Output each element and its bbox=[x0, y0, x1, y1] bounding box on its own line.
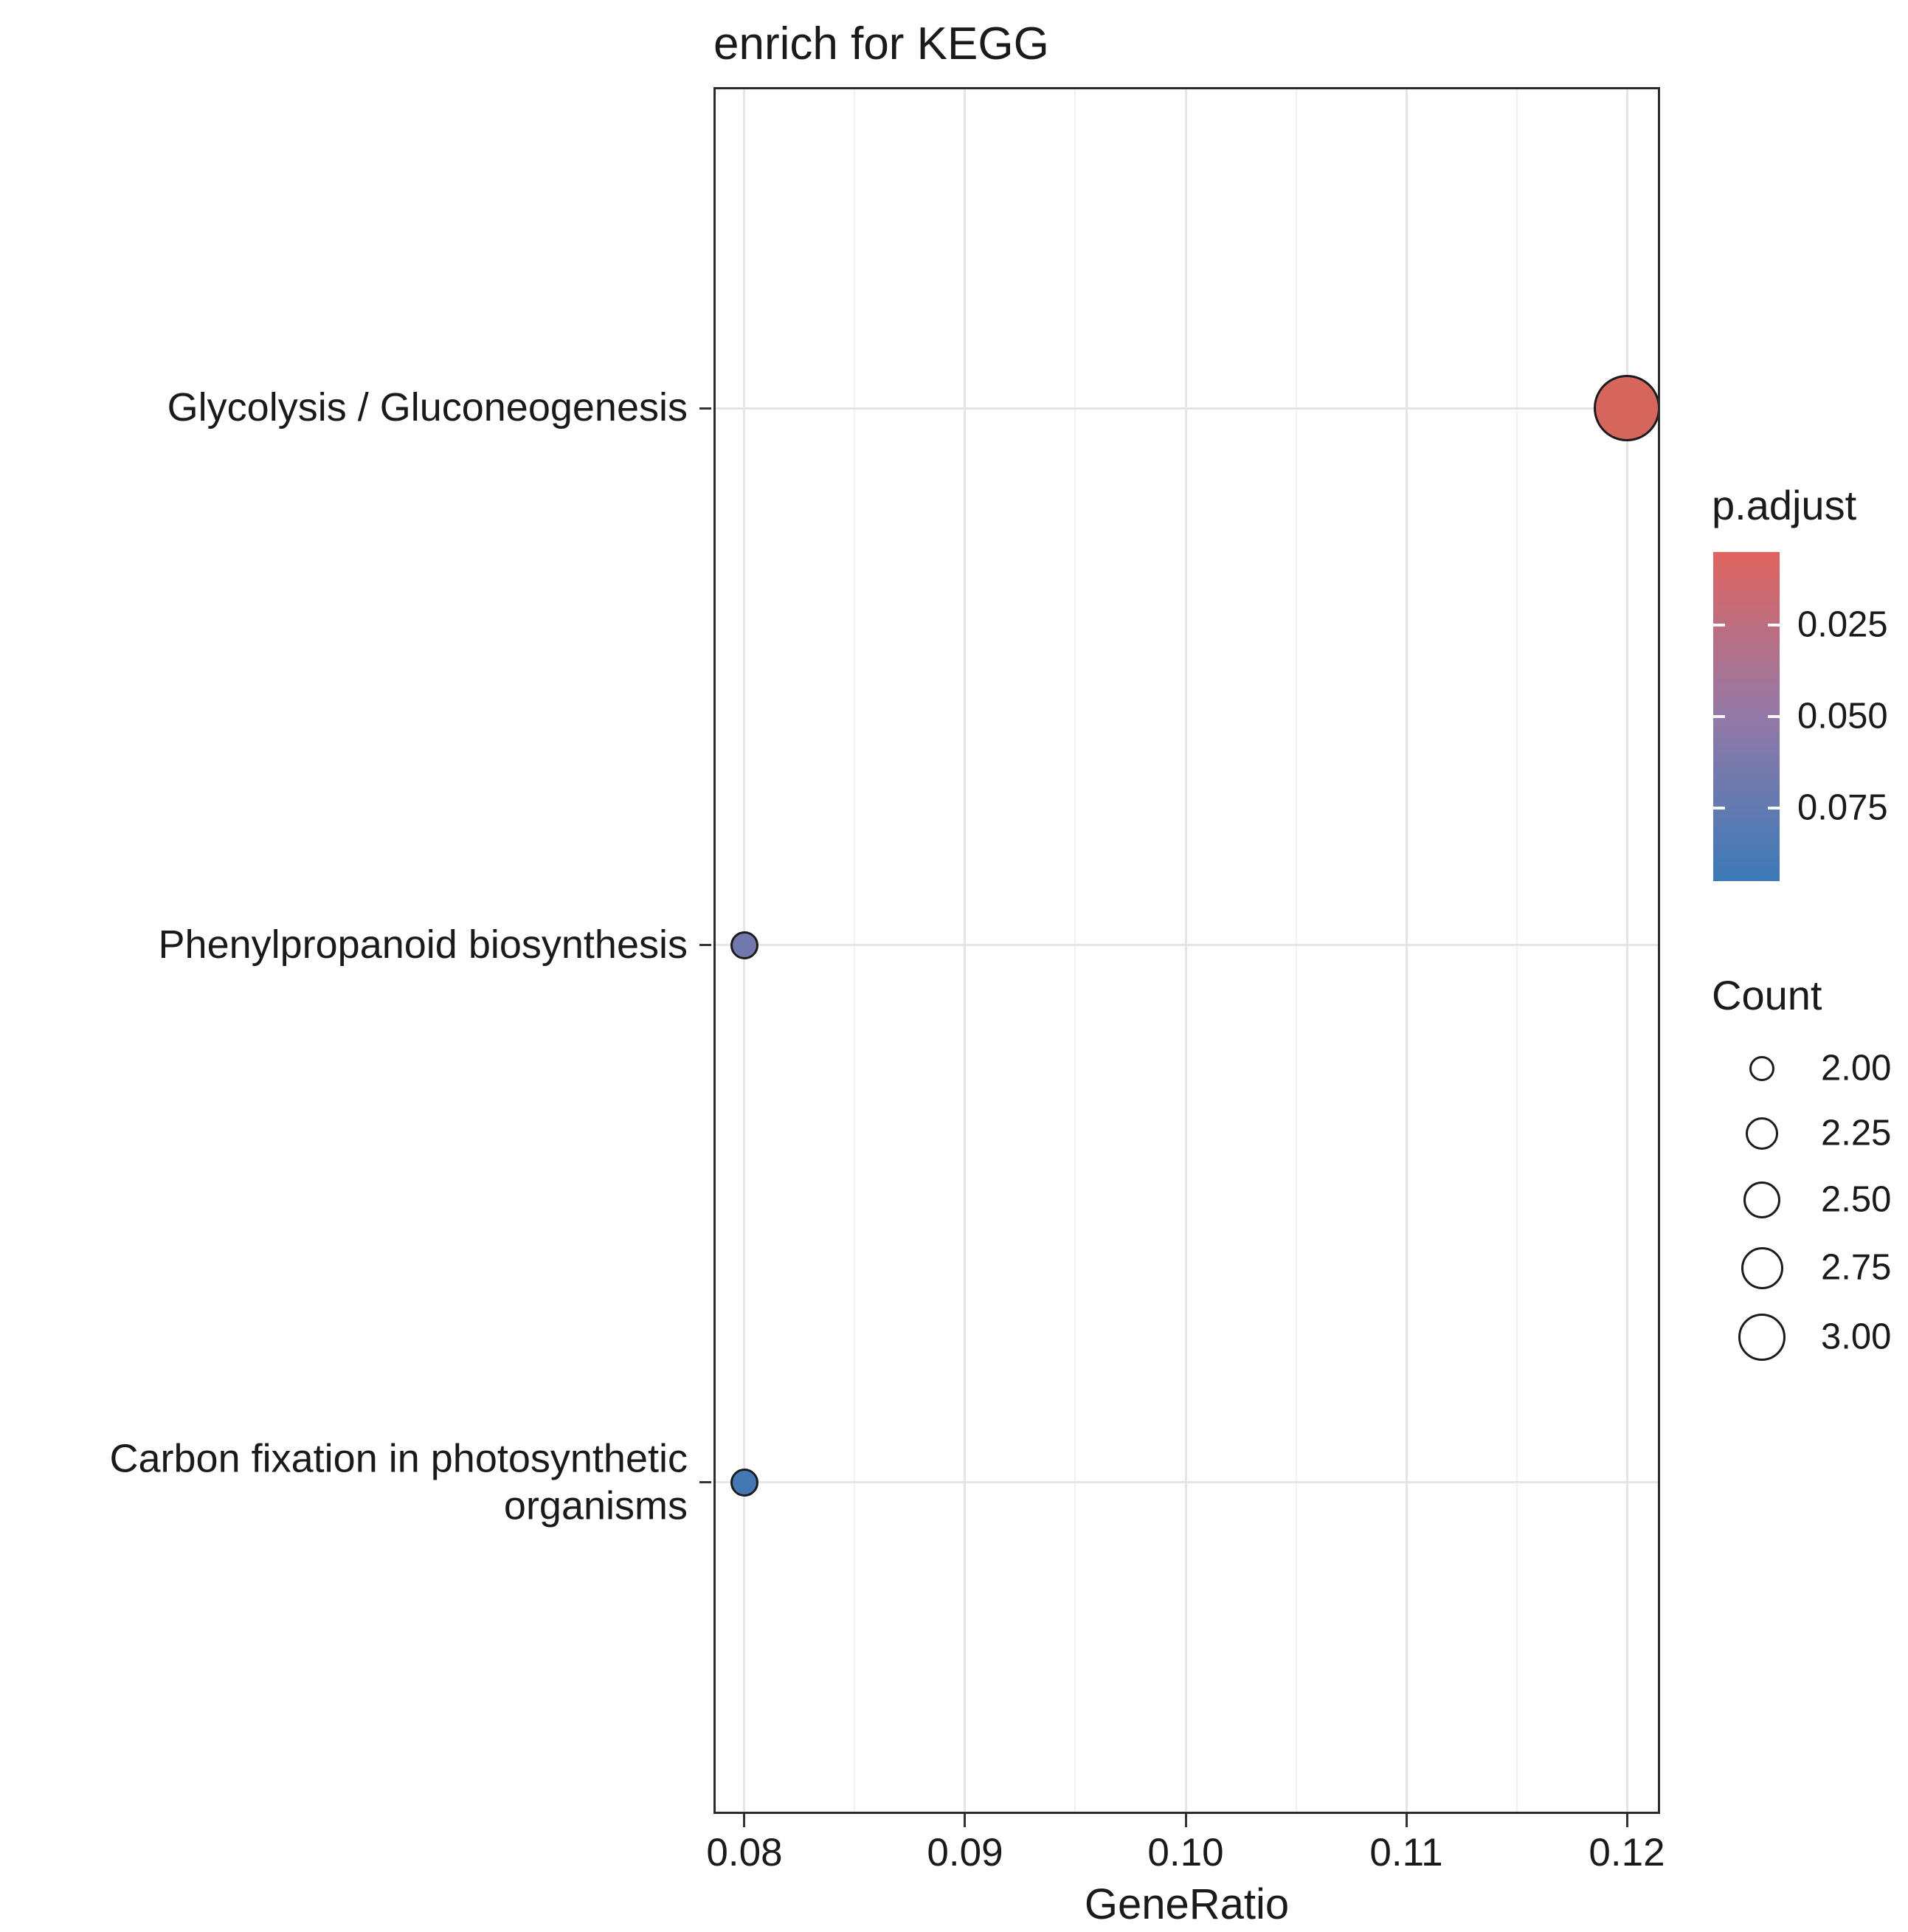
x-tick bbox=[964, 1814, 966, 1827]
x-minor-gridline bbox=[1074, 87, 1076, 1814]
y-category-label: Phenylpropanoid biosynthesis bbox=[158, 922, 688, 967]
x-tick bbox=[1626, 1814, 1628, 1827]
data-point bbox=[730, 1469, 758, 1497]
x-axis-title: GeneRatio bbox=[1084, 1880, 1290, 1928]
y-category-label: Glycolysis / Gluconeogenesis bbox=[167, 385, 688, 430]
x-minor-gridline bbox=[854, 87, 855, 1814]
count-legend-circle bbox=[1743, 1181, 1780, 1218]
colorbar-tick-label: 0.075 bbox=[1797, 787, 1888, 828]
x-minor-gridline bbox=[1516, 87, 1518, 1814]
colorbar-tick bbox=[1768, 807, 1780, 810]
count-legend-title: Count bbox=[1712, 972, 1822, 1018]
count-legend-label: 3.00 bbox=[1821, 1317, 1892, 1357]
colorbar-tick bbox=[1713, 807, 1725, 810]
x-tick bbox=[1185, 1814, 1187, 1827]
colorbar-tick bbox=[1713, 715, 1725, 718]
colorbar-tick bbox=[1713, 624, 1725, 627]
x-tick-label: 0.09 bbox=[927, 1831, 1003, 1874]
data-point bbox=[1594, 375, 1660, 441]
count-legend-circle bbox=[1749, 1056, 1774, 1081]
x-tick-label: 0.11 bbox=[1369, 1831, 1443, 1874]
x-tick-label: 0.12 bbox=[1589, 1831, 1665, 1874]
y-gridline bbox=[713, 1481, 1660, 1483]
chart-title: enrich for KEGG bbox=[713, 18, 1049, 69]
count-legend-label: 2.25 bbox=[1821, 1113, 1892, 1153]
count-legend-circle bbox=[1746, 1117, 1778, 1150]
y-tick bbox=[699, 944, 711, 946]
padjust-legend-title: p.adjust bbox=[1712, 482, 1857, 528]
y-category-label: Carbon fixation in photosynthetic organi… bbox=[109, 1436, 688, 1528]
x-tick-label: 0.10 bbox=[1147, 1831, 1224, 1874]
x-gridline bbox=[1406, 87, 1408, 1814]
x-gridline bbox=[964, 87, 966, 1814]
y-gridline bbox=[713, 944, 1660, 946]
y-gridline bbox=[713, 407, 1660, 410]
count-legend-circle bbox=[1738, 1314, 1786, 1361]
data-point bbox=[730, 931, 758, 959]
x-tick-label: 0.08 bbox=[706, 1831, 783, 1874]
count-legend-label: 2.00 bbox=[1821, 1048, 1892, 1089]
y-tick bbox=[699, 1481, 711, 1483]
colorbar-tick bbox=[1768, 624, 1780, 627]
x-gridline bbox=[1185, 87, 1187, 1814]
count-legend-label: 2.50 bbox=[1821, 1179, 1892, 1220]
y-tick bbox=[699, 407, 711, 410]
count-legend-circle bbox=[1741, 1247, 1783, 1289]
x-tick bbox=[743, 1814, 745, 1827]
x-tick bbox=[1406, 1814, 1408, 1827]
x-gridline bbox=[1626, 87, 1628, 1814]
colorbar-tick-label: 0.050 bbox=[1797, 696, 1888, 736]
x-minor-gridline bbox=[1296, 87, 1297, 1814]
colorbar-tick bbox=[1768, 715, 1780, 718]
count-legend-label: 2.75 bbox=[1821, 1247, 1892, 1288]
colorbar-tick-label: 0.025 bbox=[1797, 604, 1888, 645]
